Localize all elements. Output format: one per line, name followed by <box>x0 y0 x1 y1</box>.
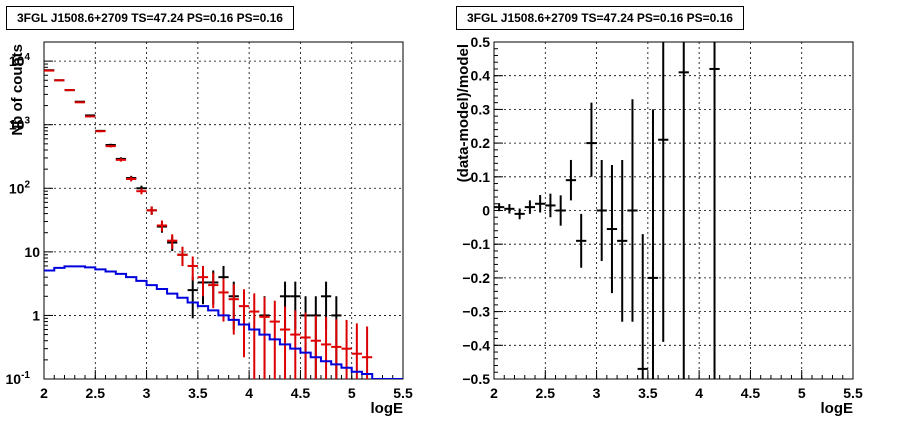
left-x-tick-label: 2.5 <box>86 385 106 401</box>
left-x-tick-label: 3.5 <box>188 385 208 401</box>
left-y-tick-label: 103 <box>9 116 31 133</box>
left-y-tick-base: 10 <box>9 180 25 196</box>
left-y-tick-exponent: -1 <box>21 370 30 381</box>
right-x-tick-label: 2 <box>490 385 498 401</box>
right-y-tick-label: 0.3 <box>471 101 491 117</box>
left-y-tick-label: 104 <box>9 52 31 69</box>
left-y-tick-exponent: 2 <box>24 179 30 190</box>
right-chart-title: 3FGL J1508.6+2709 TS=47.24 PS=0.16 PS=0.… <box>456 6 744 30</box>
right-y-tick-label: −0.4 <box>462 337 490 353</box>
left-y-tick-label: 10-1 <box>6 370 31 387</box>
right-x-tick-label: 4.5 <box>741 385 761 401</box>
right-y-axis-label: (data-model)/model <box>455 44 472 182</box>
right-y-tick-label: 0.2 <box>471 135 491 151</box>
left-x-axis-label: logE <box>371 400 404 417</box>
left-x-tick-label: 4 <box>245 385 253 401</box>
right-y-tick-label: −0.5 <box>462 371 490 387</box>
left-x-tick-label: 3 <box>143 385 151 401</box>
left-y-tick-base: 10 <box>6 371 22 387</box>
left-series-layer <box>44 69 403 379</box>
left-y-tick-exponent: 4 <box>24 52 30 63</box>
left-y-tick-base: 10 <box>9 117 25 133</box>
right-x-tick-label: 5.5 <box>843 385 863 401</box>
left-y-tick-label: 1 <box>32 307 40 323</box>
right-x-axis-label: logE <box>821 400 854 417</box>
right-y-tick-label: −0.2 <box>462 270 490 286</box>
right-y-tick-label: −0.3 <box>462 304 490 320</box>
right-plot-frame <box>493 41 854 380</box>
right-chart: 2 2.5 3 3.5 4 4.5 5 5.5 −0.5 −0.4 −0.3 −0.2 −0.1 0 0.1… <box>455 34 863 417</box>
left-chart-title: 3FGL J1508.6+2709 TS=47.24 PS=0.16 PS=0.… <box>6 6 294 30</box>
left-x-tick-label: 5 <box>348 385 356 401</box>
left-y-tick-label: 10 <box>24 244 40 260</box>
right-y-tick-label: 0.5 <box>471 34 491 50</box>
right-y-tick-label: −0.1 <box>462 236 490 252</box>
left-x-tick-label: 2 <box>40 385 48 401</box>
right-x-tick-label: 3 <box>593 385 601 401</box>
right-series-layer <box>494 42 720 379</box>
left-x-tick-label: 4.5 <box>291 385 311 401</box>
right-y-tick-label: 0 <box>482 203 490 219</box>
left-plot-frame <box>43 41 404 380</box>
left-y-tick-base: 10 <box>9 53 25 69</box>
right-y-tick-label: 0.1 <box>471 169 491 185</box>
right-x-tick-label: 3.5 <box>638 385 658 401</box>
left-y-axis-label: Nb of counts <box>9 44 26 136</box>
right-x-tick-label: 5 <box>798 385 806 401</box>
right-y-tick-label: 0.4 <box>471 68 491 84</box>
right-x-tick-label: 4 <box>695 385 703 401</box>
left-y-tick-exponent: 3 <box>24 116 30 127</box>
left-x-tick-label: 5.5 <box>393 385 413 401</box>
left-series-background-line <box>44 265 403 379</box>
left-y-tick-label: 102 <box>9 179 31 196</box>
right-x-tick-label: 2.5 <box>536 385 556 401</box>
